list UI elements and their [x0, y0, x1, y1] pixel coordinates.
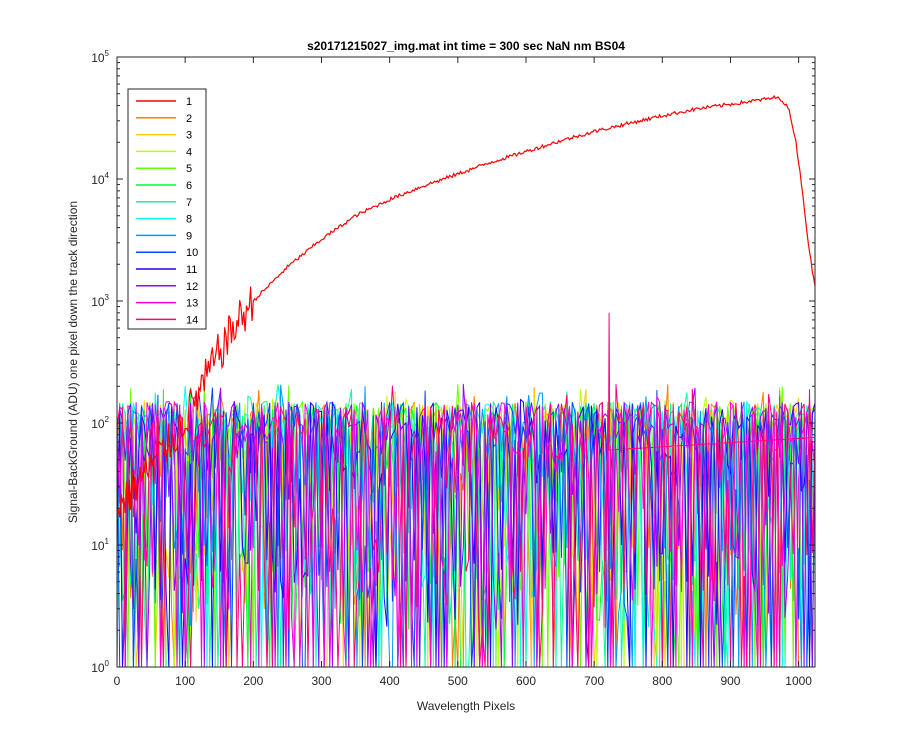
legend-label-7: 7: [186, 197, 192, 209]
series-line-1: [116, 94, 816, 521]
axes-box: [116, 56, 816, 668]
x-tick-label: 100: [175, 674, 195, 688]
legend-label-12: 12: [186, 281, 198, 293]
series-line-13: [116, 394, 816, 668]
x-tick-label: 500: [448, 674, 468, 688]
ticks-layer: 0 100 200 300 400 500 600 700 800 900 100010010110…: [91, 49, 815, 688]
legend-label-6: 6: [186, 180, 192, 192]
x-tick-label: 700: [584, 674, 604, 688]
x-tick-label: 600: [516, 674, 536, 688]
series-layer: [116, 94, 816, 668]
chart-title: s20171215027_img.mat int time = 300 sec …: [307, 39, 625, 53]
x-tick-label: 300: [311, 674, 331, 688]
y-axis-label: Signal-BackGround (ADU) one pixel down t…: [66, 201, 80, 523]
y-tick-label: 100: [91, 659, 109, 675]
legend-label-13: 13: [186, 298, 198, 310]
legend-label-9: 9: [186, 230, 192, 242]
y-tick-label: 101: [91, 537, 109, 553]
y-tick-label: 103: [91, 293, 109, 309]
y-tick-label: 105: [91, 49, 109, 65]
x-tick-label: 400: [380, 674, 400, 688]
legend-label-5: 5: [186, 163, 192, 175]
legend-label-10: 10: [186, 247, 198, 259]
x-tick-label: 900: [720, 674, 740, 688]
y-tick-label: 102: [91, 415, 109, 431]
legend-label-14: 14: [186, 314, 198, 326]
x-tick-label: 1000: [785, 674, 812, 688]
legend-label-11: 11: [186, 264, 197, 276]
legend-label-3: 3: [186, 130, 192, 142]
legend-label-2: 2: [186, 113, 192, 125]
legend-label-4: 4: [186, 146, 192, 158]
series-line-14: [116, 312, 816, 668]
legend-label-1: 1: [186, 96, 192, 108]
legend-box: [127, 88, 207, 330]
x-tick-label: 0: [114, 674, 121, 688]
y-tick-label: 104: [91, 171, 109, 187]
series-line-11: [116, 398, 816, 668]
x-axis-label: Wavelength Pixels: [417, 699, 515, 713]
legend-label-8: 8: [186, 214, 192, 226]
x-tick-label: 800: [652, 674, 672, 688]
x-tick-label: 200: [243, 674, 263, 688]
